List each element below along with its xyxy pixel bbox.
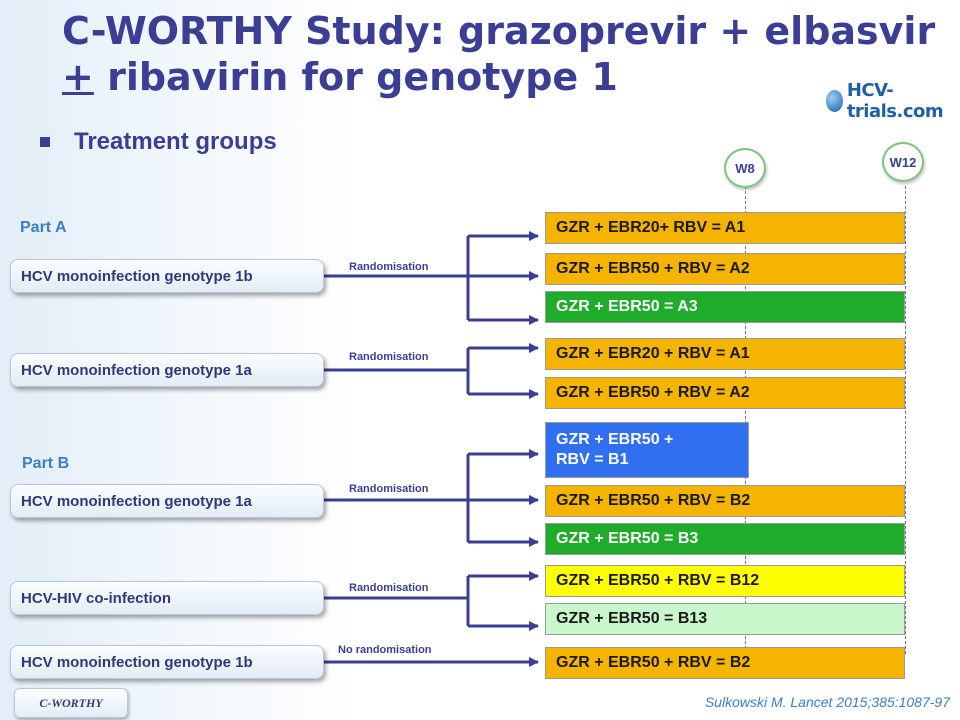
title-line-1: C-WORTHY Study: grazoprevir + elbasvir — [62, 9, 936, 53]
treatment-arm-label-1: GZR + EBR20+ RBV = A1 — [556, 219, 746, 236]
section-heading-text: Treatment groups — [74, 128, 277, 155]
population-label-5: HCV monoinfection genotype 1b — [21, 653, 253, 671]
population-label-1: HCV monoinfection genotype 1b — [21, 267, 253, 285]
population-box-5: HCV monoinfection genotype 1b — [10, 645, 324, 679]
randomisation-label-2: Randomisation — [349, 351, 429, 363]
treatment-arm-label-6-line-2: RBV = B1 — [556, 451, 629, 468]
treatment-arm-5: GZR + EBR50 + RBV = A2 — [545, 377, 905, 409]
population-box-2: HCV monoinfection genotype 1a — [10, 353, 324, 387]
treatment-arm-6: GZR + EBR50 + RBV = B1 — [545, 422, 749, 478]
logo-text: HCV-trials.com — [846, 80, 944, 122]
week-12-label: W12 — [889, 154, 917, 170]
week-8-line — [745, 186, 746, 654]
citation: Sulkowski M. Lancet 2015;385:1087-97 — [704, 694, 950, 710]
hcv-trials-logo: HCV-trials.com — [826, 80, 956, 122]
randomisation-label-4: Randomisation — [349, 582, 429, 594]
treatment-arm-label-10: GZR + EBR50 = B13 — [556, 610, 708, 627]
title-line-2: + ribavirin for genotype 1 — [62, 54, 922, 100]
population-box-4: HCV-HIV co-infection — [10, 581, 324, 615]
treatment-arm-8: GZR + EBR50 = B3 — [545, 523, 905, 555]
treatment-arm-label-2: GZR + EBR50 + RBV = A2 — [556, 260, 750, 277]
slide-title: C-WORTHY Study: grazoprevir + elbasvir +… — [62, 8, 936, 100]
population-box-3: HCV monoinfection genotype 1a — [10, 484, 324, 518]
treatment-arm-label-4: GZR + EBR20 + RBV = A1 — [556, 345, 750, 362]
treatment-arm-label-7: GZR + EBR50 + RBV = B2 — [556, 492, 751, 509]
population-label-4: HCV-HIV co-infection — [21, 589, 172, 607]
week-12-line — [905, 186, 906, 654]
treatment-arm-label-6-line-1: GZR + EBR50 + — [556, 431, 674, 448]
study-tag: C-WORTHY — [14, 688, 128, 718]
treatment-arm-11: GZR + EBR50 + RBV = B2 — [545, 647, 905, 679]
treatment-arm-label-8: GZR + EBR50 = B3 — [556, 530, 699, 547]
treatment-arm-1: GZR + EBR20+ RBV = A1 — [545, 212, 905, 244]
no-randomisation-label: No randomisation — [338, 644, 432, 656]
week-12-badge: W12 — [882, 142, 924, 182]
population-label-3: HCV monoinfection genotype 1a — [21, 492, 252, 510]
square-bullet-icon — [40, 137, 50, 147]
study-tag-text: C-WORTHY — [39, 695, 103, 710]
treatment-arm-label-6: GZR + EBR50 + RBV = B1 — [556, 430, 673, 470]
part-b-label: Part B — [22, 455, 70, 472]
population-box-1: HCV monoinfection genotype 1b — [10, 259, 324, 293]
plus-minus-sign: + — [62, 55, 94, 99]
week-8-badge: W8 — [724, 148, 766, 188]
population-label-2: HCV monoinfection genotype 1a — [21, 361, 252, 379]
treatment-arm-4: GZR + EBR20 + RBV = A1 — [545, 338, 905, 370]
randomisation-label-3: Randomisation — [349, 483, 429, 495]
section-heading: Treatment groups — [40, 128, 277, 156]
treatment-arm-3: GZR + EBR50 = A3 — [545, 291, 905, 323]
treatment-arm-label-9: GZR + EBR50 + RBV = B12 — [556, 572, 760, 589]
treatment-arm-label-3: GZR + EBR50 = A3 — [556, 298, 698, 315]
treatment-arm-9: GZR + EBR50 + RBV = B12 — [545, 565, 905, 597]
treatment-arm-label-11: GZR + EBR50 + RBV = B2 — [556, 654, 751, 671]
treatment-arm-2: GZR + EBR50 + RBV = A2 — [545, 253, 905, 285]
treatment-arm-label-5: GZR + EBR50 + RBV = A2 — [556, 384, 750, 401]
treatment-arm-10: GZR + EBR50 = B13 — [545, 603, 905, 635]
globe-icon — [826, 90, 843, 112]
treatment-arm-7: GZR + EBR50 + RBV = B2 — [545, 485, 905, 517]
part-a-label: Part A — [20, 219, 67, 236]
title-line-2-text: ribavirin for genotype 1 — [93, 55, 618, 99]
week-8-label: W8 — [735, 160, 755, 176]
randomisation-label-1: Randomisation — [349, 261, 429, 273]
